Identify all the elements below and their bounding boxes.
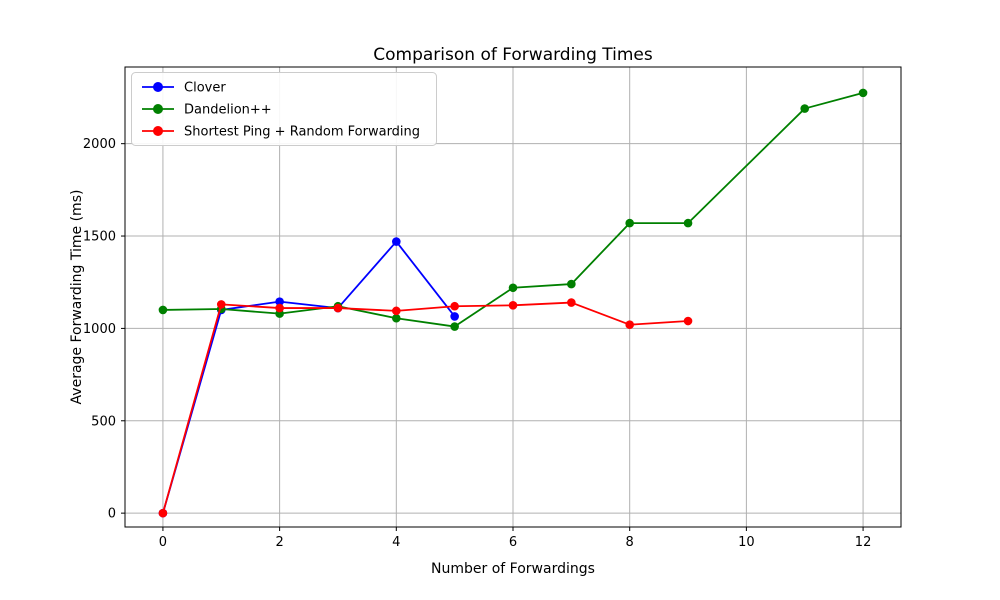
series-marker-clover [392, 237, 401, 246]
series-marker-shortest-ping-random-forwarding [683, 316, 693, 326]
y-tick-label: 2000 [83, 137, 116, 152]
series-marker-shortest-ping-random-forwarding [216, 300, 226, 309]
series-marker-dandelion-plus-plus [450, 322, 459, 331]
series-marker-shortest-ping-random-forwarding [158, 508, 168, 518]
legend-label: Clover [184, 81, 226, 96]
series-marker-dandelion-plus-plus [858, 88, 868, 98]
legend-box [131, 72, 437, 146]
y-tick-label: 1500 [83, 230, 116, 245]
series-marker-shortest-ping-random-forwarding [392, 306, 401, 316]
series-marker-dandelion-plus-plus [800, 104, 810, 113]
series-marker-shortest-ping-random-forwarding [450, 301, 459, 311]
legend: Clover Dandelion++ Shortest Ping + Random … [131, 72, 437, 146]
series-marker-shortest-ping-random-forwarding [508, 301, 518, 310]
series-line-clover [162, 240, 456, 514]
legend-marker-sample [153, 126, 163, 136]
legend-marker-sample [153, 104, 163, 114]
x-tick-label: 10 [738, 535, 755, 550]
y-tick-label: 1000 [83, 322, 116, 337]
series-marker-dandelion-plus-plus [683, 218, 693, 228]
chart-title: Comparison of Forwarding Times [373, 45, 653, 65]
series-marker-dandelion-plus-plus [625, 218, 634, 228]
y-tick-label: 500 [91, 414, 116, 429]
series-marker-dandelion-plus-plus [508, 283, 518, 293]
x-tick-label: 4 [392, 535, 400, 550]
series-marker-clover [450, 312, 459, 321]
y-axis-label: Average Forwarding Time (ms) [69, 190, 85, 405]
x-axis-label: Number of Forwardings [431, 561, 595, 577]
series-marker-dandelion-plus-plus [158, 305, 168, 315]
legend-label: Shortest Ping + Random Forwarding [184, 125, 420, 140]
y-tick-label: 0 [108, 507, 116, 522]
x-tick-label: 6 [509, 535, 517, 550]
legend-entry-clover: Clover [142, 81, 226, 96]
series-marker-shortest-ping-random-forwarding [567, 298, 576, 307]
legend-label: Dandelion++ [184, 103, 272, 118]
x-tick-label: 0 [159, 535, 167, 550]
x-tick-label: 12 [855, 535, 872, 550]
legend-entry-dandelion-plus-plus: Dandelion++ [142, 103, 272, 118]
series-line-dandelion-plus-plus [162, 91, 864, 328]
series-marker-shortest-ping-random-forwarding [625, 320, 634, 330]
series-marker-dandelion-plus-plus [392, 313, 401, 323]
x-tick-label: 2 [275, 535, 283, 550]
series-marker-shortest-ping-random-forwarding [333, 303, 343, 313]
legend-marker-sample [153, 82, 163, 92]
series-marker-clover [275, 297, 284, 306]
series-marker-dandelion-plus-plus [567, 279, 576, 289]
series-line-shortest-ping-random-forwarding [162, 301, 689, 514]
x-tick-label: 8 [626, 535, 634, 550]
series-marker-shortest-ping-random-forwarding [275, 303, 284, 313]
legend-entry-shortest-ping-random-forwarding: Shortest Ping + Random Forwarding [142, 125, 420, 140]
